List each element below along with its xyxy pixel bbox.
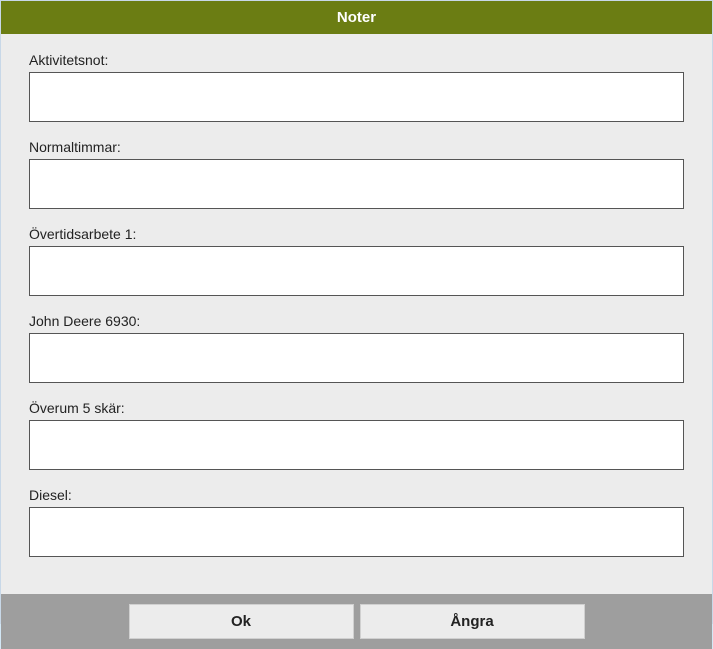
field-johndeere6930: John Deere 6930: [29, 313, 684, 388]
cancel-button[interactable]: Ångra [360, 604, 585, 639]
footer-buttons: Ok Ångra [129, 604, 585, 639]
field-normaltimmar: Normaltimmar: [29, 139, 684, 214]
ok-button[interactable]: Ok [129, 604, 354, 639]
field-diesel: Diesel: [29, 487, 684, 562]
textarea-overum5skar[interactable] [29, 420, 684, 470]
dialog-title: Noter [1, 1, 712, 34]
label-normaltimmar: Normaltimmar: [29, 139, 684, 155]
textarea-diesel[interactable] [29, 507, 684, 557]
label-diesel: Diesel: [29, 487, 684, 503]
textarea-normaltimmar[interactable] [29, 159, 684, 209]
field-aktivitetsnot: Aktivitetsnot: [29, 52, 684, 127]
label-aktivitetsnot: Aktivitetsnot: [29, 52, 684, 68]
field-overum5skar: Överum 5 skär: [29, 400, 684, 475]
label-johndeere6930: John Deere 6930: [29, 313, 684, 329]
textarea-aktivitetsnot[interactable] [29, 72, 684, 122]
dialog-footer: Ok Ångra [1, 594, 712, 649]
field-overtidsarbete1: Övertidsarbete 1: [29, 226, 684, 301]
dialog-panel: Noter Aktivitetsnot: Normaltimmar: Övert… [1, 1, 712, 649]
textarea-johndeere6930[interactable] [29, 333, 684, 383]
label-overum5skar: Överum 5 skär: [29, 400, 684, 416]
textarea-overtidsarbete1[interactable] [29, 246, 684, 296]
form-area: Aktivitetsnot: Normaltimmar: Övertidsarb… [1, 34, 712, 594]
dialog-window: Noter Aktivitetsnot: Normaltimmar: Övert… [0, 0, 713, 624]
label-overtidsarbete1: Övertidsarbete 1: [29, 226, 684, 242]
